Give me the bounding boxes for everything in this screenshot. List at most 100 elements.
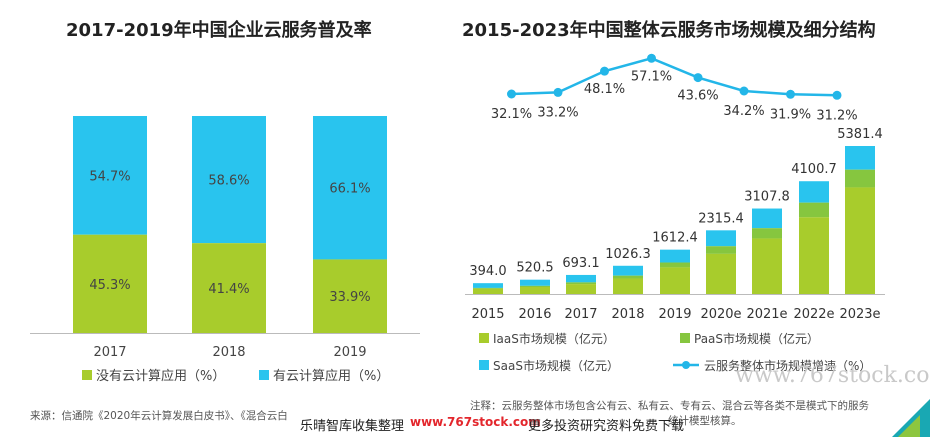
legend-swatch-saas (479, 360, 489, 370)
label-cloud-2018: 58.6% (208, 174, 249, 189)
bar-paas-2019 (660, 262, 690, 268)
right-chart-title: 2015-2023年中国整体云服务市场规模及细分结构 (462, 20, 876, 41)
bar-saas-2016 (520, 279, 550, 286)
label-no-cloud-2017: 45.3% (89, 278, 130, 293)
total-label-2017: 693.1 (562, 256, 599, 271)
growth-point-6 (786, 89, 795, 99)
corner-decoration-green (898, 415, 920, 437)
legend-swatch-paas (680, 333, 690, 343)
bar-saas-2022e (799, 181, 829, 203)
total-label-2015: 394.0 (469, 264, 506, 279)
growth-label-5: 34.2% (723, 104, 764, 119)
right-tick-2015: 2015 (471, 307, 504, 322)
bar-iaas-2021e (752, 238, 782, 294)
bar-no-cloud-2019 (313, 259, 387, 333)
bar-iaas-2023e (845, 187, 875, 294)
growth-point-0 (507, 89, 516, 99)
legend-marker-growth (682, 361, 690, 369)
legend-swatch-cloud (259, 370, 269, 380)
bar-saas-2023e (845, 146, 875, 170)
label-cloud-2019: 66.1% (329, 182, 370, 197)
bar-paas-2020e (706, 246, 736, 254)
label-no-cloud-2018: 41.4% (208, 282, 249, 297)
bar-paas-2016 (520, 285, 550, 287)
label-no-cloud-2019: 33.9% (329, 290, 370, 305)
growth-point-2 (600, 66, 609, 76)
left-chart-title: 2017-2019年中国企业云服务普及率 (66, 20, 372, 41)
bar-saas-2019 (660, 249, 690, 263)
right-tick-2021e: 2021e (746, 307, 787, 322)
growth-point-7 (832, 90, 842, 100)
total-label-2016: 520.5 (516, 261, 553, 276)
bar-no-cloud-2018 (192, 243, 266, 333)
left-tick-2017: 2017 (93, 345, 126, 360)
right-tick-2019: 2019 (658, 307, 691, 322)
growth-point-3 (647, 53, 656, 63)
growth-label-0: 32.1% (491, 107, 532, 122)
right-tick-2018: 2018 (611, 307, 644, 322)
growth-label-6: 31.9% (770, 107, 811, 122)
label-cloud-2017: 54.7% (89, 169, 130, 184)
growth-label-7: 31.2% (816, 108, 857, 123)
bar-iaas-2019 (660, 267, 690, 294)
bar-saas-2021e (752, 208, 782, 229)
growth-label-4: 43.6% (677, 89, 718, 104)
watermark-text: 乐晴智库收集整理 (300, 419, 405, 434)
growth-point-5 (739, 86, 749, 96)
watermark-url[interactable]: www.767stock.com (410, 415, 541, 429)
legend-swatch-no-cloud (82, 370, 92, 380)
footnote-line2: 统计模型核算。 (668, 415, 742, 427)
footnote-line1: 注释：云服务整体市场包含公有云、私有云、专有云、混合云等各类不是模式下的服务 (470, 400, 869, 412)
right-tick-2022e: 2022e (793, 307, 834, 322)
right-tick-2020e: 2020e (700, 307, 741, 322)
source-note: 来源：信通院《2020年云计算发展白皮书》、《混合云白 (30, 410, 288, 422)
left-tick-2018: 2018 (212, 345, 245, 360)
legend-cloud: 有云计算应用（%） (273, 368, 389, 384)
bar-iaas-2022e (799, 217, 829, 294)
total-label-2019: 1612.4 (652, 231, 698, 246)
legend-growth: 云服务整体市场规模增速（%） (704, 358, 871, 373)
legend-swatch-iaas (479, 333, 489, 343)
legend-saas: SaaS市场规模（亿元） (493, 358, 619, 373)
total-label-2020e: 2315.4 (698, 211, 744, 226)
bar-saas-2017 (566, 274, 596, 283)
bar-paas-2021e (752, 228, 782, 239)
total-label-2018: 1026.3 (605, 247, 651, 262)
site-watermark: www.767stock.com (735, 363, 930, 388)
growth-label-3: 57.1% (631, 69, 672, 84)
legend-no-cloud: 没有云计算应用（%） (96, 368, 225, 384)
bar-cloud-2019 (313, 116, 387, 260)
watermark-tail: 更多投资研究资料免费下载 (528, 419, 685, 434)
legend-iaas: IaaS市场规模（亿元） (493, 331, 615, 346)
growth-point-1 (553, 87, 563, 97)
growth-line (511, 56, 838, 97)
bar-iaas-2020e (706, 253, 736, 294)
total-label-2021e: 3107.8 (744, 190, 790, 205)
right-tick-2017: 2017 (564, 307, 597, 322)
bar-no-cloud-2017 (73, 234, 147, 333)
bar-iaas-2017 (566, 284, 596, 294)
bar-saas-2020e (706, 230, 736, 247)
bar-paas-2023e (845, 169, 875, 188)
right-tick-2016: 2016 (518, 307, 551, 322)
total-label-2022e: 4100.7 (791, 162, 837, 177)
bar-paas-2018 (613, 275, 643, 279)
bar-paas-2015 (473, 287, 503, 289)
bar-iaas-2018 (613, 278, 643, 294)
left-tick-2019: 2019 (333, 345, 366, 360)
growth-label-2: 48.1% (584, 82, 625, 97)
legend-paas: PaaS市场规模（亿元） (694, 331, 819, 346)
right-tick-2023e: 2023e (839, 307, 880, 322)
growth-point-4 (693, 73, 703, 83)
bar-cloud-2018 (192, 116, 266, 244)
growth-label-1: 33.2% (537, 105, 578, 120)
bar-cloud-2017 (73, 116, 147, 235)
bar-iaas-2016 (520, 286, 550, 294)
bar-saas-2015 (473, 283, 503, 288)
bar-paas-2017 (566, 282, 596, 285)
total-label-2023e: 5381.4 (837, 127, 883, 142)
bar-saas-2018 (613, 265, 643, 276)
bar-iaas-2015 (473, 288, 503, 294)
bar-paas-2022e (799, 202, 829, 218)
